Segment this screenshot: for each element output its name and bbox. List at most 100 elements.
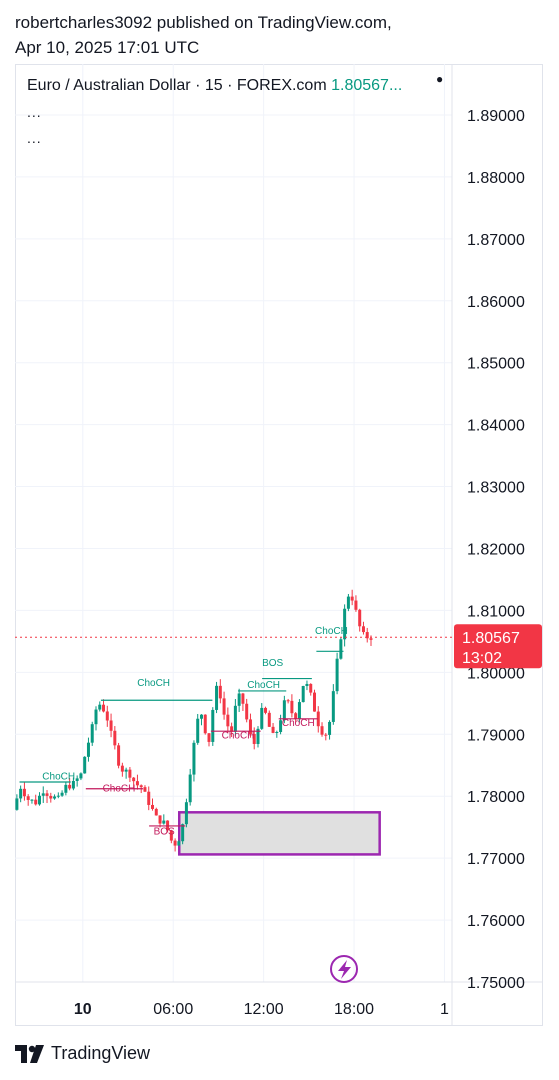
candle-body: [117, 745, 121, 766]
last-price-badge: [454, 624, 542, 669]
candle-body: [45, 793, 49, 796]
publish-date-line: Apr 10, 2025 17:01 UTC: [15, 38, 200, 57]
candle-body: [19, 788, 23, 799]
time-tick-label: 12:00: [244, 1001, 284, 1018]
price-tick-label: 1.75000: [467, 975, 525, 992]
candle-body: [241, 693, 245, 704]
candle-body: [109, 720, 113, 731]
price-tick-label: 1.78000: [467, 789, 525, 806]
candle-body: [64, 784, 68, 793]
candle-body: [312, 692, 316, 712]
candle-body: [297, 702, 301, 719]
price-tick-label: 1.88000: [467, 170, 525, 187]
publish-info: robertcharles3092 published on TradingVi…: [15, 10, 392, 60]
chart-panel: [15, 64, 543, 1026]
candle-body: [354, 600, 358, 610]
candlestick-chart[interactable]: 1.89000 1.88000 1.87000 1.86000 1.85000 1.840…: [15, 64, 543, 1026]
candle-body: [252, 733, 256, 744]
lightning-icon: [338, 960, 351, 979]
tradingview-logo-icon: [15, 1044, 44, 1063]
candle-body: [113, 730, 117, 746]
tradingview-footer: TradingView: [15, 1043, 150, 1064]
candle-body: [369, 638, 373, 640]
legend-last-price: 1.80567...: [331, 77, 403, 94]
lightning-icon-ring: [330, 955, 358, 983]
time-tick-label: 06:00: [153, 1001, 193, 1018]
indicator-menu-2[interactable]: ...: [27, 130, 42, 146]
legend-corner-dot: ●: [436, 72, 444, 86]
candle-body: [105, 711, 109, 721]
candle-body: [188, 774, 192, 803]
candle-body: [207, 733, 211, 742]
candle-body: [143, 787, 147, 792]
candle-body: [331, 691, 335, 722]
candle-body: [320, 726, 324, 735]
candle-body: [56, 795, 60, 797]
candle-body: [339, 639, 343, 659]
candle-body: [275, 732, 279, 734]
candle-body: [184, 802, 188, 825]
candle-body: [98, 704, 102, 710]
structure-label: ChoCH: [282, 718, 315, 729]
candle-body: [271, 726, 275, 733]
candle-body: [256, 728, 260, 744]
price-tick-label: 1.81000: [467, 603, 525, 620]
time-tick-label: 1: [440, 1001, 449, 1018]
symbol-legend[interactable]: Euro / Australian Dollar · 15 · FOREX.co…: [27, 77, 402, 95]
last-price-label: 1.80567: [462, 630, 520, 647]
demand-zone: [178, 811, 381, 856]
tradingview-brand-text: TradingView: [51, 1043, 151, 1063]
price-tick-label: 1.83000: [467, 480, 525, 497]
structure-label: ChoCH: [222, 731, 255, 742]
candle-body: [68, 784, 72, 789]
candle-body: [282, 700, 286, 721]
candle-body: [169, 830, 173, 841]
time-tick-label: 18:00: [334, 1001, 374, 1018]
candle-body: [199, 714, 203, 719]
structure-label: ChoCH: [247, 680, 280, 691]
candle-body: [60, 792, 64, 796]
symbol-title: Euro / Australian Dollar · 15 · FOREX.co…: [27, 77, 327, 94]
candle-body: [316, 711, 320, 727]
candle-body: [147, 791, 151, 805]
candle-body: [22, 788, 26, 797]
candle-body: [324, 734, 328, 736]
candle-body: [358, 609, 362, 627]
structure-label: ChoCH: [137, 678, 170, 689]
candle-body: [365, 632, 369, 639]
candle-body: [132, 777, 136, 782]
candle-body: [102, 704, 106, 712]
candle-body: [71, 780, 75, 789]
price-tick-label: 1.87000: [467, 232, 525, 249]
price-tick-label: 1.76000: [467, 913, 525, 930]
candle-body: [294, 713, 298, 719]
candle-body: [124, 769, 128, 772]
candle-body: [151, 804, 155, 809]
candle-body: [75, 778, 79, 781]
candle-body: [335, 658, 339, 692]
candle-body: [79, 773, 83, 779]
candle-body: [361, 626, 365, 633]
candle-body: [26, 796, 30, 800]
candle-body: [233, 705, 237, 732]
structure-label: ChoCH: [103, 783, 136, 794]
candle-body: [328, 721, 332, 735]
candle-body: [222, 698, 226, 715]
candle-body: [286, 700, 290, 702]
candle-body: [248, 719, 252, 734]
candle-body: [346, 596, 350, 609]
candle-body: [83, 756, 87, 774]
price-tick-label: 1.89000: [467, 108, 525, 125]
candle-body: [230, 726, 234, 732]
candle-body: [305, 683, 309, 686]
candle-body: [279, 720, 283, 733]
candle-body: [173, 840, 177, 846]
candle-body: [226, 714, 230, 727]
structure-label: BOS: [262, 658, 283, 669]
indicator-menu-1[interactable]: ...: [27, 104, 42, 120]
candle-body: [37, 795, 41, 805]
candle-body: [260, 707, 264, 729]
candle-body: [203, 714, 207, 734]
candle-body: [218, 685, 222, 699]
candle-body: [135, 781, 139, 786]
